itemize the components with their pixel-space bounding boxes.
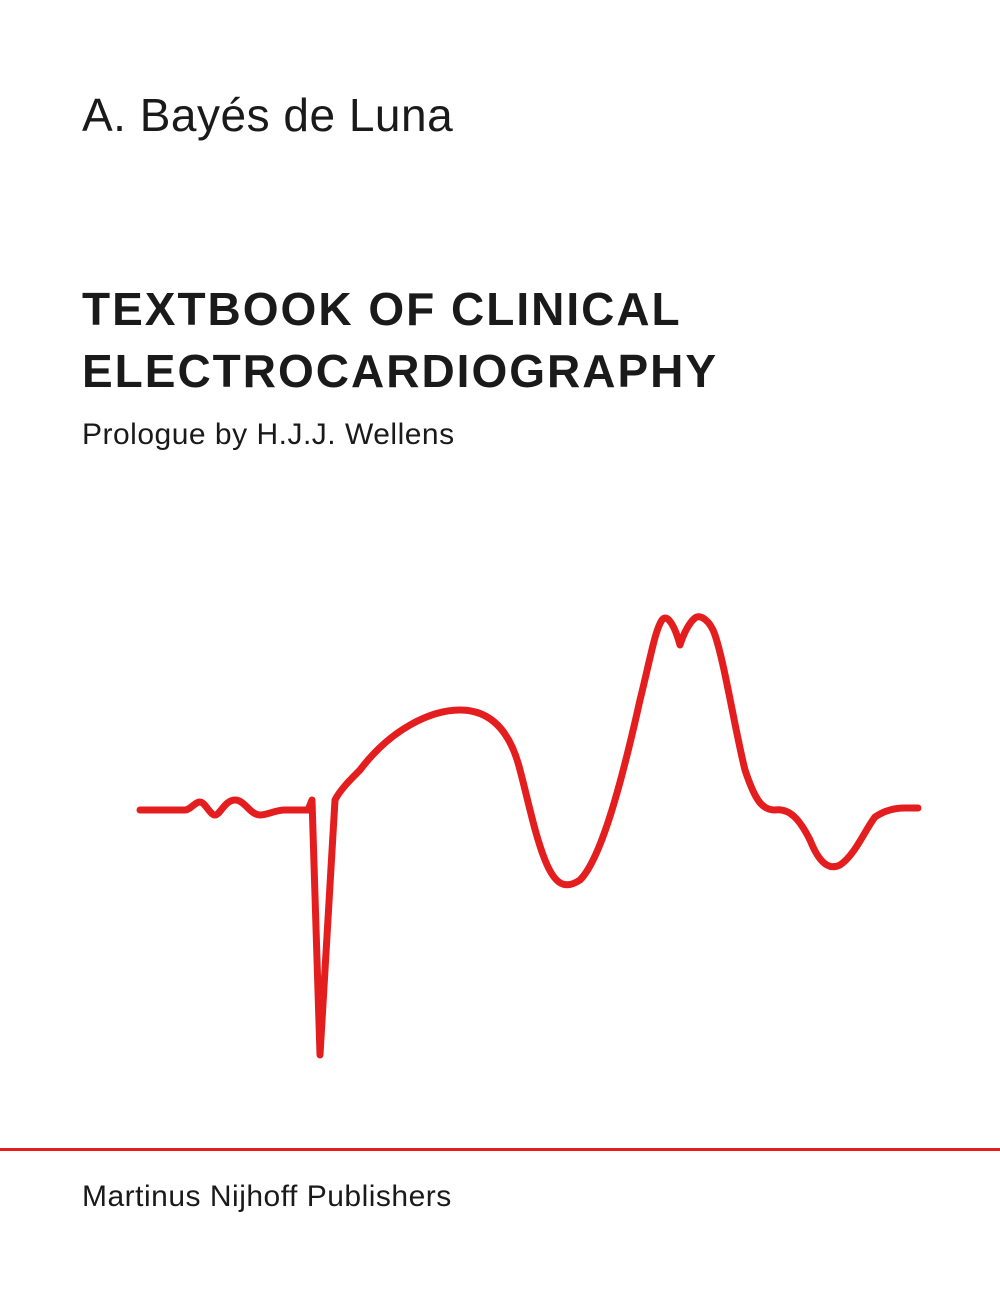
prologue-text: Prologue by H.J.J. Wellens (82, 418, 455, 452)
title-line-1: TEXTBOOK OF CLINICAL (82, 283, 682, 335)
title-line-2: ELECTROCARDIOGRAPHY (82, 345, 718, 397)
horizontal-divider (0, 1148, 1000, 1151)
ecg-svg (0, 570, 1000, 1100)
book-title: TEXTBOOK OF CLINICAL ELECTROCARDIOGRAPHY (82, 278, 718, 402)
publisher-name: Martinus Nijhoff Publishers (82, 1180, 452, 1214)
ecg-trace (140, 617, 918, 1055)
ecg-waveform (0, 570, 1000, 1100)
author-name: A. Bayés de Luna (82, 88, 453, 142)
